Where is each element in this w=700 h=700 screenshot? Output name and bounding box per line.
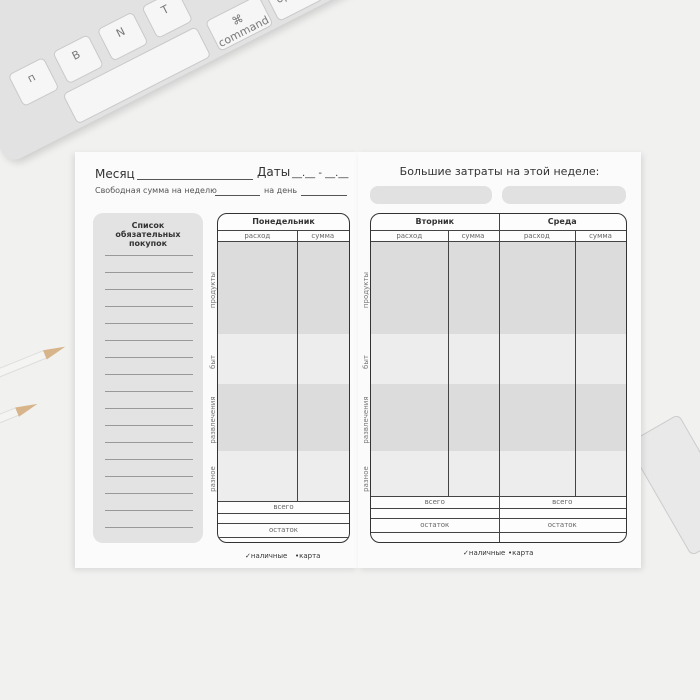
list-line <box>105 527 193 528</box>
legend-card: •карта <box>508 549 534 557</box>
expense-column-header: расход <box>396 232 423 240</box>
expense-column-header: расход <box>523 232 550 240</box>
legend-card: •карта <box>295 552 321 560</box>
category-label: быт <box>209 355 217 369</box>
list-line <box>105 374 193 375</box>
big-expense-field[interactable] <box>370 186 492 204</box>
remaining-row-label: остаток <box>420 521 450 529</box>
total-row-label: всего <box>273 503 294 511</box>
monday-table: Понедельник расход сумма всего остаток <box>217 213 350 543</box>
day-header: Вторник <box>415 217 455 226</box>
category-label: развлечения <box>362 396 370 444</box>
amount-column-header: сумма <box>461 232 485 240</box>
list-line <box>105 357 193 358</box>
list-line <box>105 340 193 341</box>
remaining-row-label: остаток <box>268 526 299 534</box>
command-key: ⌘ command <box>204 0 274 52</box>
left-page: Месяц Даты __.__ - __.__ Свободная сумма… <box>75 152 358 568</box>
list-line <box>105 442 193 443</box>
category-label: развлечения <box>209 396 217 444</box>
divider <box>218 501 349 502</box>
divider <box>218 537 349 538</box>
list-line <box>105 289 193 290</box>
list-line <box>105 493 193 494</box>
divider <box>218 230 349 231</box>
category-band <box>218 384 349 451</box>
per-day-label: на день <box>264 186 298 195</box>
list-line <box>105 323 193 324</box>
weekly-free-label: Свободная сумма на неделю <box>95 186 217 195</box>
divider <box>296 230 298 501</box>
shopping-list: Список обязательных покупок <box>93 213 203 543</box>
day-header: Понедельник <box>252 217 315 226</box>
divider <box>447 230 449 496</box>
pencil <box>0 341 68 381</box>
list-line <box>105 272 193 273</box>
month-label: Месяц <box>95 167 135 181</box>
big-expenses-title: Большие затраты на этой неделе: <box>399 165 600 178</box>
key: п <box>7 56 60 108</box>
category-label: продукты <box>209 271 217 309</box>
big-expense-field[interactable] <box>502 186 626 204</box>
legend-cash: ✓наличные <box>245 552 288 560</box>
keyboard: п B N Т ⌘command option <box>0 0 383 165</box>
divider <box>218 523 349 524</box>
divider <box>218 513 349 514</box>
category-band <box>218 241 349 334</box>
pencil <box>0 399 40 427</box>
expense-column-header: расход <box>244 232 271 240</box>
shopping-list-title: Список обязательных покупок <box>115 221 181 248</box>
list-line <box>105 306 193 307</box>
divider <box>575 230 576 496</box>
amount-column-header: сумма <box>311 232 335 240</box>
right-page: Большие затраты на этой неделе: Вторник р… <box>358 152 641 568</box>
list-line <box>105 391 193 392</box>
list-line <box>105 459 193 460</box>
total-row-label: всего <box>552 498 573 506</box>
list-line <box>105 425 193 426</box>
category-band <box>218 451 349 501</box>
legend-cash: ✓наличные <box>463 549 506 557</box>
dates-label: Даты <box>257 165 291 179</box>
category-label: продукты <box>362 271 370 309</box>
option-key: option <box>263 0 324 22</box>
tuesday-wednesday-table: Вторник расход сумма всего остаток Среда расхо… <box>370 213 627 543</box>
list-line <box>105 255 193 256</box>
list-line <box>105 476 193 477</box>
total-row-label: всего <box>424 498 445 506</box>
category-band <box>218 334 349 384</box>
day-header: Среда <box>547 217 577 226</box>
amount-column-header: сумма <box>589 232 612 240</box>
category-label: быт <box>362 355 370 369</box>
remaining-row-label: остаток <box>547 521 577 529</box>
list-line <box>105 510 193 511</box>
dates-field[interactable]: __.__ - __.__ <box>292 168 349 179</box>
list-line <box>105 408 193 409</box>
divider <box>218 241 349 242</box>
category-label: разное <box>209 466 217 492</box>
category-label: разное <box>362 466 370 492</box>
divider <box>498 214 500 542</box>
